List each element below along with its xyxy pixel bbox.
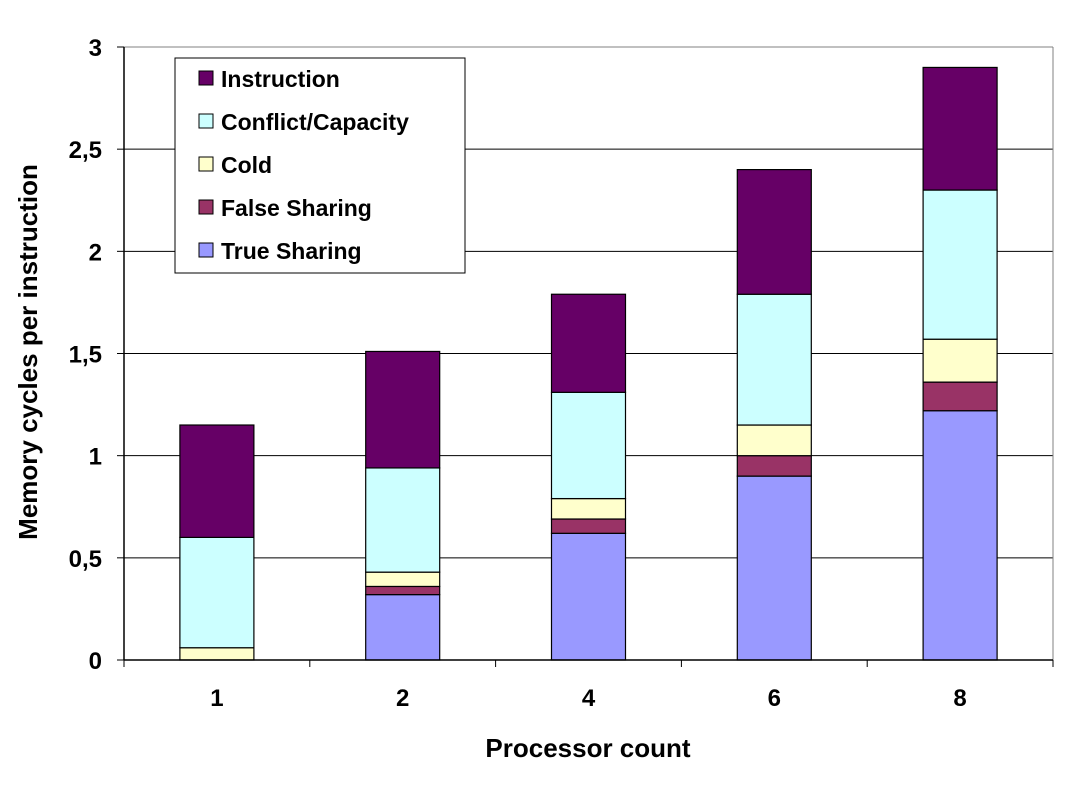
y-tick-labels: 0 0,5 1 1,5 2 2,5 3	[69, 35, 102, 675]
bar-segment	[736, 455, 812, 477]
legend-swatch	[198, 242, 214, 258]
legend: Instruction Conflict/Capacity Cold False Sh…	[174, 57, 466, 274]
x-tick-label: 2	[396, 685, 409, 712]
y-tick-label: 0	[89, 648, 102, 675]
x-tick-label: 4	[582, 685, 596, 712]
bar-segment	[922, 410, 998, 661]
legend-label: False Sharing	[221, 195, 372, 221]
bar-segment	[365, 467, 441, 573]
bars	[179, 66, 998, 661]
y-axis-title: Memory cycles per instruction	[13, 164, 43, 540]
bar-segment	[550, 518, 627, 534]
legend-label: Conflict/Capacity	[221, 109, 409, 135]
axes	[123, 46, 1054, 667]
bar-segment	[179, 424, 255, 538]
y-tick-label: 1,5	[69, 342, 102, 369]
legend-box	[174, 57, 466, 274]
legend-swatch	[198, 156, 214, 172]
bar-segment	[736, 424, 812, 457]
x-axis-title: Processor count	[485, 733, 691, 763]
bar-segment	[550, 532, 627, 661]
legend-label: Cold	[221, 152, 272, 178]
bar-segment	[365, 571, 441, 588]
legend-label: True Sharing	[221, 238, 362, 264]
bar-segment	[736, 169, 812, 295]
x-tick-label: 1	[210, 685, 223, 712]
x-tick-labels: 1 2 4 6 8	[210, 685, 967, 712]
x-tick-label: 6	[768, 685, 781, 712]
bar-segment	[365, 594, 441, 661]
legend-swatch	[198, 113, 214, 129]
x-tick-label: 8	[953, 685, 966, 712]
y-tick-label: 3	[89, 35, 102, 62]
legend-swatch	[198, 70, 214, 86]
y-tick-label: 2,5	[69, 137, 102, 164]
bar-segment	[736, 475, 812, 661]
bar-segment	[922, 66, 998, 191]
bar-segment	[365, 585, 441, 596]
bar-segment	[922, 381, 998, 412]
bar-segment	[550, 391, 627, 500]
y-tick-label: 2	[89, 239, 102, 266]
bar-segment	[736, 293, 812, 426]
legend-swatch	[198, 199, 214, 215]
legend-label: Instruction	[221, 66, 340, 92]
y-tick-label: 1	[89, 444, 102, 471]
bar-segment	[179, 536, 255, 649]
bar-segment	[922, 189, 998, 340]
bar-segment	[550, 293, 627, 393]
bar-segment	[550, 497, 627, 520]
bar-segment	[365, 350, 441, 469]
bar-segment	[922, 338, 998, 383]
y-tick-label: 0,5	[69, 546, 102, 573]
bar-segment	[179, 647, 255, 661]
